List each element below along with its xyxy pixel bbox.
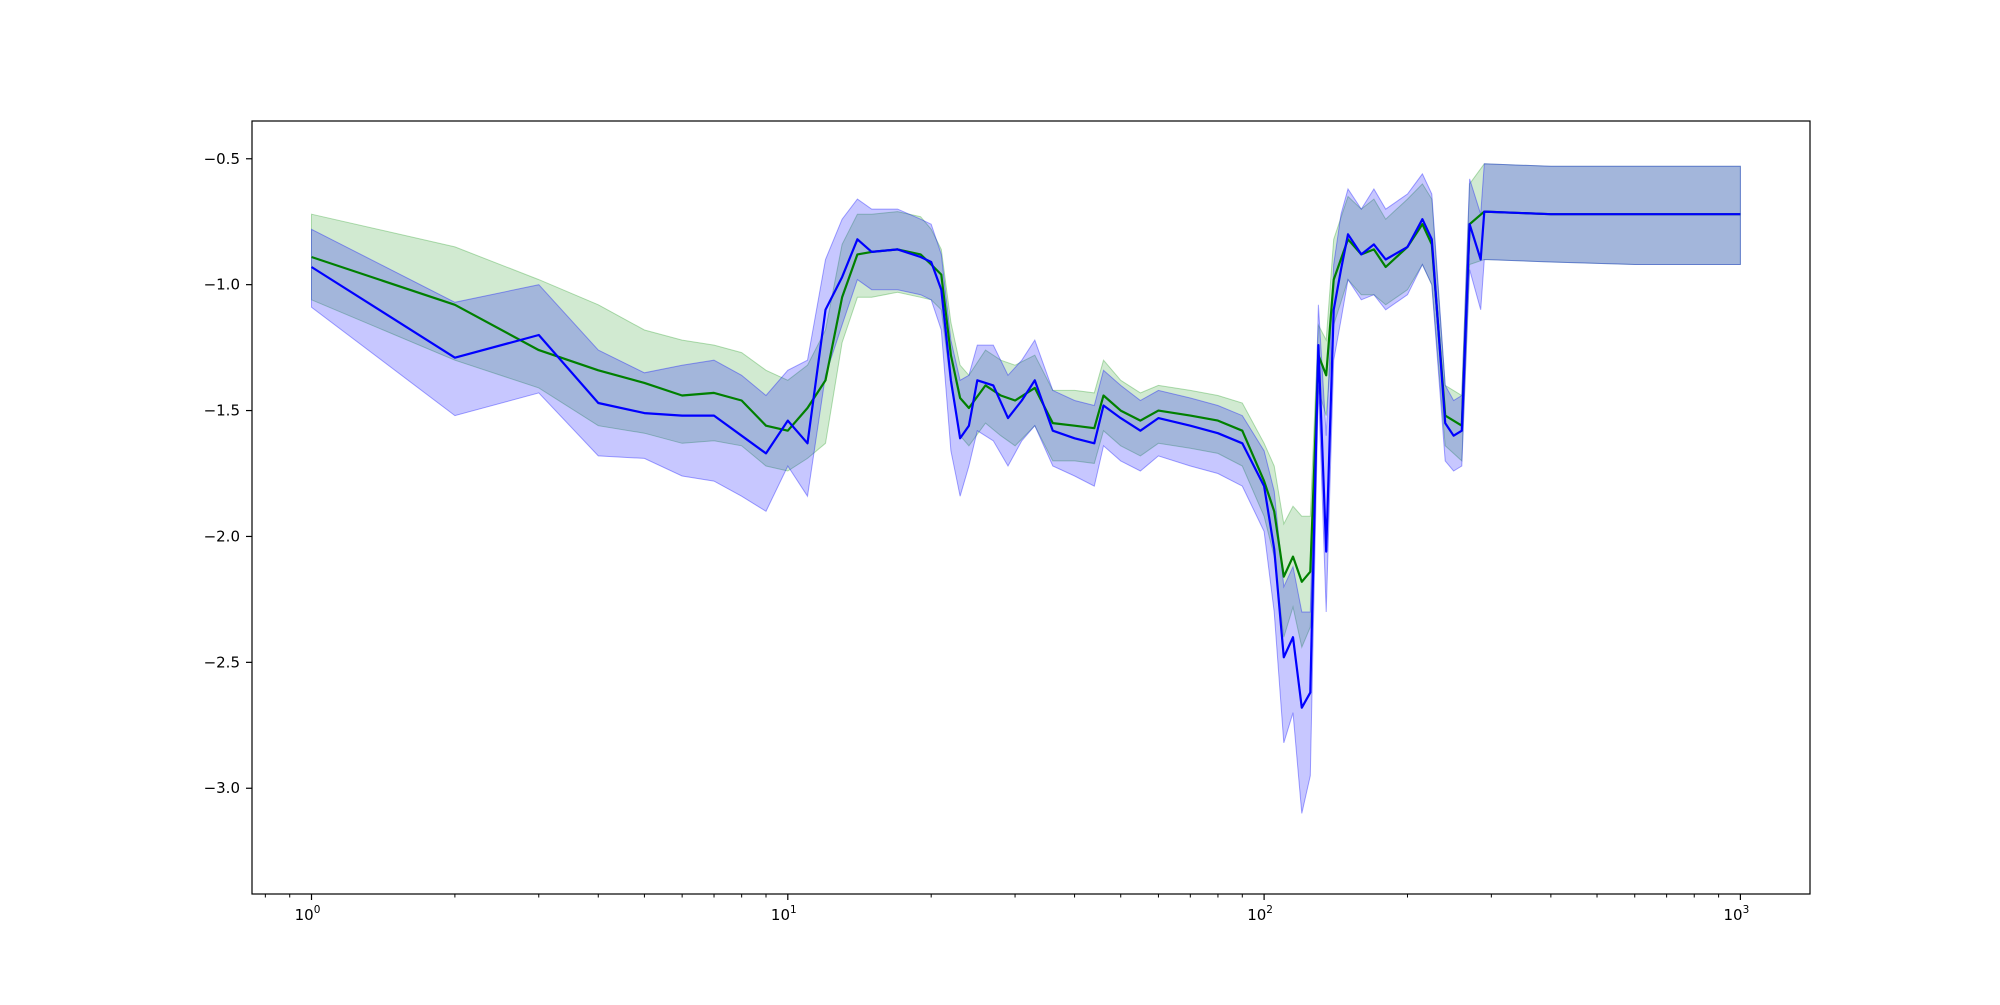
y-tick-label: −1.5 xyxy=(204,402,240,420)
y-tick-label: −3.0 xyxy=(204,779,240,797)
x-tick-label: 102 xyxy=(1247,904,1273,924)
x-tick-label: 100 xyxy=(295,904,321,924)
y-tick-label: −0.5 xyxy=(204,150,240,168)
x-tick-label: 103 xyxy=(1724,904,1750,924)
plot-area-frame xyxy=(251,120,1811,895)
series-lines xyxy=(310,210,1741,709)
series-1-line xyxy=(310,210,1741,709)
series-0-line xyxy=(311,210,1741,583)
x-tick-label: 101 xyxy=(771,904,797,924)
y-tick-label: −1.0 xyxy=(204,276,240,294)
y-tick-label: −2.0 xyxy=(204,527,240,545)
y-axis: −0.5 −1.0 −1.5 −2.0 −2.5 −3.0 xyxy=(204,150,252,797)
x-axis: 100 101 102 103 xyxy=(264,894,1750,924)
series-1-band xyxy=(311,163,1741,814)
y-tick-label: −2.5 xyxy=(204,653,240,671)
